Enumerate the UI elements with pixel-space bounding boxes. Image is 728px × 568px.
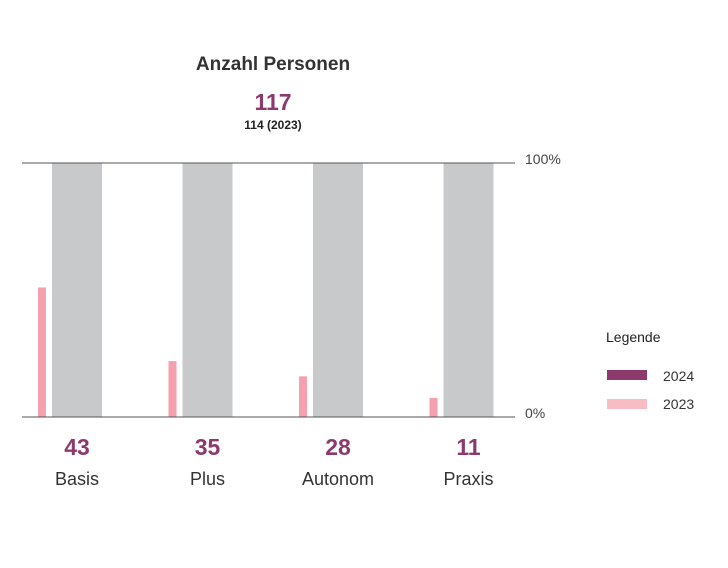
background-bar-autonom [313, 163, 363, 417]
category-label-plus: Plus [190, 469, 225, 489]
legend-title: Legende [606, 329, 661, 345]
background-bar-praxis [443, 163, 494, 417]
value-label-plus: 35 [195, 434, 221, 460]
category-label-basis: Basis [55, 469, 99, 489]
chart-title: Anzahl Personen [196, 54, 350, 75]
ytick-label-100: 100% [525, 151, 561, 167]
legend-swatch-2023 [607, 399, 647, 409]
bar-2023-plus [168, 361, 177, 417]
value-label-autonom: 28 [325, 434, 351, 460]
legend-label-2023: 2023 [663, 396, 694, 412]
value-label-praxis: 11 [456, 434, 481, 460]
category-label-autonom: Autonom [302, 469, 374, 489]
background-bar-plus [182, 163, 233, 417]
category-label-praxis: Praxis [443, 469, 493, 489]
bar-2023-praxis [429, 397, 438, 417]
total-count: 117 [254, 89, 291, 115]
bar-2023-basis [38, 287, 46, 417]
bar-2023-autonom [299, 376, 307, 417]
background-bar-basis [52, 163, 102, 417]
legend-swatch-2024 [607, 370, 647, 380]
value-label-basis: 43 [64, 434, 90, 460]
ytick-label-0: 0% [525, 405, 545, 421]
total-previous: 114 (2023) [244, 118, 301, 132]
legend-label-2024: 2024 [663, 368, 694, 384]
